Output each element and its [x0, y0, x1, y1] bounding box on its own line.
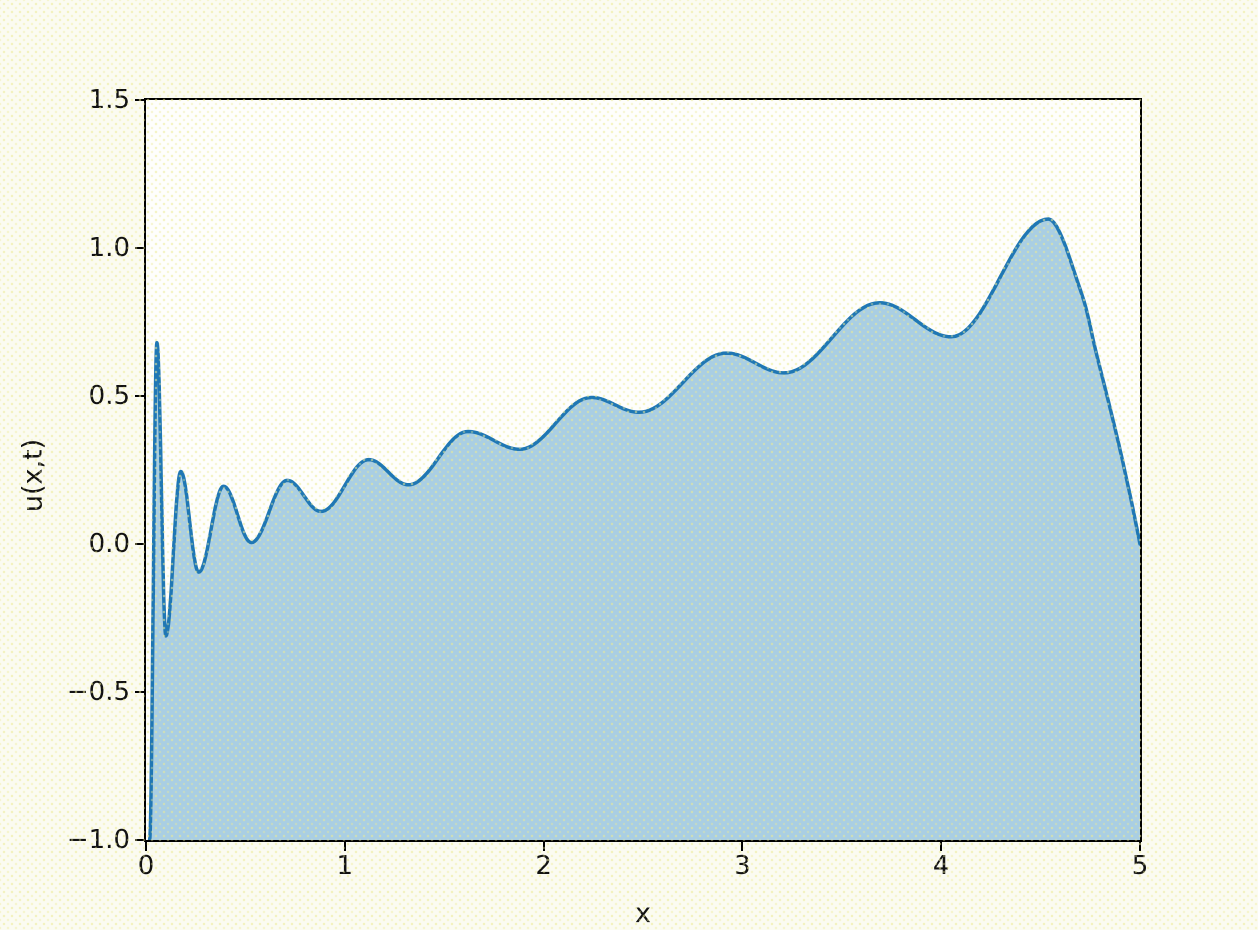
x-tick-label: 0	[137, 851, 155, 881]
x-axis-label: x	[635, 898, 651, 929]
x-tick-label: 4	[932, 851, 950, 881]
y-tick-label: 1.5	[88, 85, 130, 115]
y-tick-mark	[135, 691, 144, 693]
x-tick-label: 5	[1131, 851, 1149, 881]
x-tick-mark	[1139, 842, 1141, 851]
y-tick-label: −0.5	[66, 677, 130, 707]
y-tick-mark	[135, 99, 144, 101]
y-tick-mark	[135, 543, 144, 545]
plot-area	[144, 98, 1142, 842]
y-tick-mark	[135, 839, 144, 841]
y-tick-mark	[135, 395, 144, 397]
x-tick-mark	[542, 842, 545, 851]
y-tick-mark	[135, 247, 144, 249]
y-tick-label: −1.0	[66, 825, 130, 855]
x-tick-label: 2	[535, 851, 552, 881]
x-tick-label: 3	[734, 851, 751, 881]
x-tick-mark	[741, 842, 744, 851]
x-tick-mark	[940, 842, 943, 851]
area-chart	[147, 217, 1140, 840]
x-tick-mark	[343, 842, 346, 851]
area-fill	[149, 219, 1140, 840]
x-tick-label: 1	[336, 851, 354, 881]
y-tick-label: 1.0	[88, 233, 130, 263]
x-tick-mark	[145, 842, 147, 851]
y-axis-label: u(x,t)	[17, 438, 49, 513]
